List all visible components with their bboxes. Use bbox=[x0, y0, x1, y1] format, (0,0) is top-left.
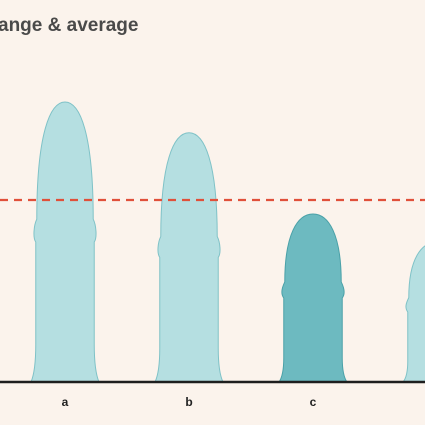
category-label-b: b bbox=[185, 395, 192, 409]
category-label-c: c bbox=[310, 395, 317, 409]
bars-group bbox=[30, 101, 425, 383]
category-label-a: a bbox=[62, 395, 69, 409]
bar-a bbox=[30, 101, 100, 383]
chart-title: ange & average bbox=[0, 15, 139, 36]
bar-c bbox=[278, 213, 348, 383]
category-labels-group: abcd bbox=[62, 395, 317, 409]
bar-b bbox=[154, 132, 224, 383]
bar-d bbox=[401, 245, 425, 383]
